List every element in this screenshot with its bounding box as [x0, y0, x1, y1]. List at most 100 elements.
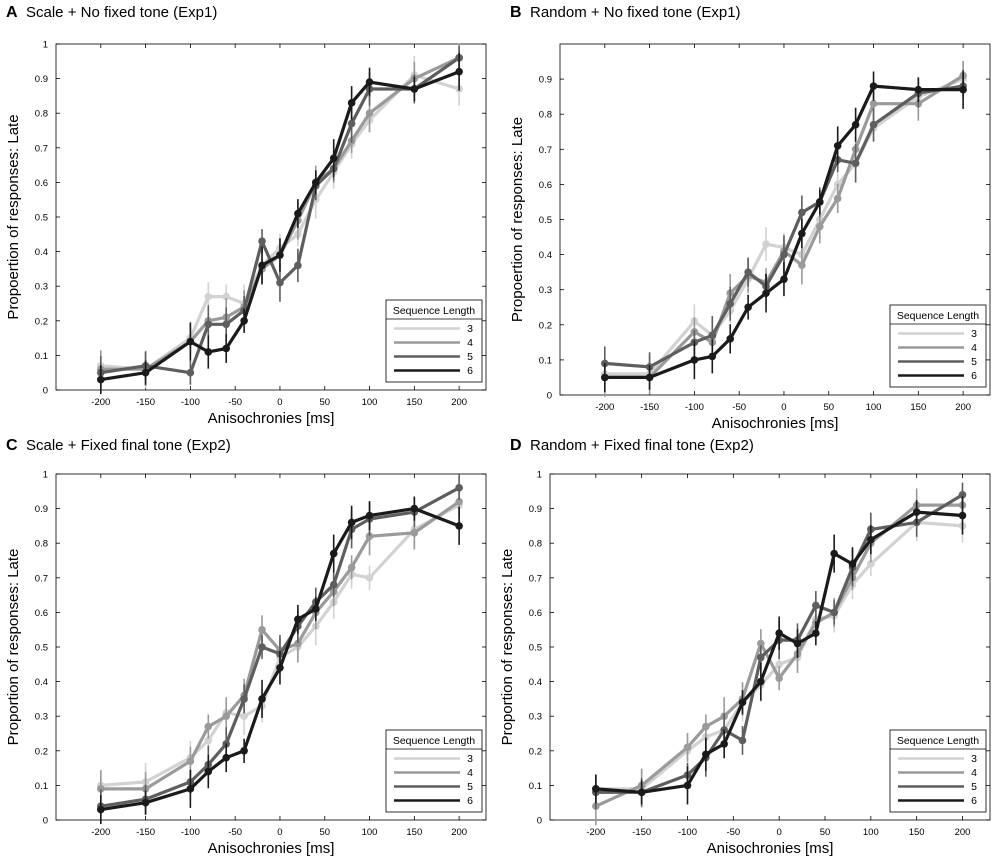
- data-point: [738, 698, 747, 707]
- x-tick-label: -150: [136, 827, 155, 838]
- y-tick-label: 0.9: [35, 504, 48, 515]
- data-point: [222, 712, 231, 720]
- data-point: [702, 722, 710, 731]
- data-point: [240, 747, 248, 755]
- data-point: [222, 292, 231, 301]
- data-point: [780, 250, 788, 259]
- data-point: [141, 368, 150, 377]
- y-tick-label: 0.6: [35, 178, 48, 189]
- data-point: [833, 194, 842, 203]
- data-point: [744, 303, 752, 312]
- y-tick-label: 0.8: [35, 539, 48, 550]
- data-point: [347, 563, 356, 572]
- data-point: [222, 320, 231, 329]
- data-point: [738, 736, 747, 745]
- y-tick-label: 0: [537, 816, 542, 827]
- x-tick-label: 200: [451, 827, 467, 838]
- x-tick-label: 100: [866, 402, 882, 413]
- y-tick-label: 0.4: [35, 677, 48, 688]
- x-axis-label: Anisochronies [ms]: [707, 840, 834, 857]
- x-tick-label: 50: [319, 397, 330, 408]
- data-point: [592, 785, 600, 793]
- data-point: [455, 484, 463, 492]
- x-axis-label: Anisochronies [ms]: [208, 840, 335, 857]
- panel-letter: C: [6, 437, 18, 454]
- legend-label: 6: [467, 365, 473, 377]
- panel-letter: B: [510, 4, 522, 21]
- x-tick-label: -100: [181, 397, 200, 408]
- x-tick-label: -200: [595, 402, 614, 413]
- x-tick-label: 50: [823, 402, 834, 413]
- y-tick-label: 0.6: [35, 608, 48, 619]
- y-tick-label: 0.7: [35, 573, 48, 584]
- y-tick-label: 0.3: [539, 285, 552, 296]
- y-tick-label: 0.4: [539, 250, 552, 261]
- data-point: [851, 120, 860, 129]
- y-tick-label: 0: [43, 386, 48, 397]
- x-tick-label: -100: [685, 402, 704, 413]
- legend-title: Sequence Length: [897, 735, 979, 747]
- data-point: [720, 740, 728, 748]
- legend: Sequence Length 3 4 5 6: [385, 299, 483, 383]
- data-point: [914, 85, 923, 94]
- x-tick-label: -150: [632, 827, 651, 838]
- x-tick-label: -50: [228, 397, 242, 408]
- y-tick-label: 0.9: [539, 75, 552, 86]
- legend: Sequence Length 3 4 5 6: [385, 729, 483, 813]
- data-point: [708, 331, 717, 340]
- x-tick-label: -100: [181, 827, 200, 838]
- legend-label: 3: [971, 753, 977, 765]
- y-tick-label: 0.1: [539, 355, 552, 366]
- y-tick-label: 0.5: [529, 643, 542, 654]
- x-axis-label: Anisochronies [ms]: [208, 410, 335, 427]
- data-point: [311, 605, 320, 613]
- legend-label: 5: [971, 781, 977, 793]
- data-point: [410, 504, 419, 513]
- y-tick-label: 0.2: [35, 746, 48, 757]
- x-tick-label: -200: [91, 397, 110, 408]
- data-point: [757, 677, 765, 686]
- data-point: [258, 625, 266, 634]
- legend-title: Sequence Length: [897, 310, 979, 322]
- x-tick-label: -50: [732, 402, 746, 413]
- x-tick-label: 200: [451, 397, 467, 408]
- panel-title: Random + Fixed final tone (Exp2): [530, 437, 754, 454]
- series-6: [592, 496, 967, 805]
- data-point: [798, 229, 806, 238]
- legend-title: Sequence Length: [393, 305, 475, 317]
- data-point: [204, 348, 213, 356]
- panel-title: Scale + Fixed final tone (Exp2): [26, 437, 231, 454]
- data-point: [294, 615, 302, 624]
- x-tick-label: 50: [319, 827, 330, 838]
- data-point: [186, 757, 195, 765]
- data-point: [240, 695, 248, 703]
- data-point: [365, 574, 374, 582]
- data-point: [683, 781, 692, 790]
- legend-label: 4: [467, 337, 473, 349]
- y-tick-label: 0.7: [539, 145, 552, 156]
- legend-label: 4: [467, 767, 473, 779]
- y-tick-label: 0.2: [35, 316, 48, 327]
- legend-label: 5: [467, 351, 473, 363]
- data-point: [775, 674, 783, 682]
- data-point: [869, 120, 878, 129]
- data-point: [867, 535, 875, 544]
- data-point: [258, 237, 266, 246]
- data-point: [258, 695, 266, 703]
- y-tick-label: 0.5: [35, 213, 48, 224]
- data-point: [869, 82, 878, 90]
- panel-title: Random + No fixed tone (Exp1): [530, 4, 741, 21]
- data-point: [347, 518, 356, 527]
- legend-title: Sequence Length: [393, 735, 475, 747]
- y-tick-label: 0.5: [539, 215, 552, 226]
- data-point: [762, 289, 770, 298]
- x-axis-label: Anisochronies [ms]: [712, 415, 839, 432]
- y-tick-label: 0.8: [539, 110, 552, 121]
- y-tick-label: 0.1: [529, 781, 542, 792]
- data-point: [347, 119, 356, 128]
- data-point: [276, 663, 284, 672]
- panel-letter: A: [6, 4, 18, 21]
- data-point: [757, 653, 765, 662]
- data-point: [702, 750, 710, 759]
